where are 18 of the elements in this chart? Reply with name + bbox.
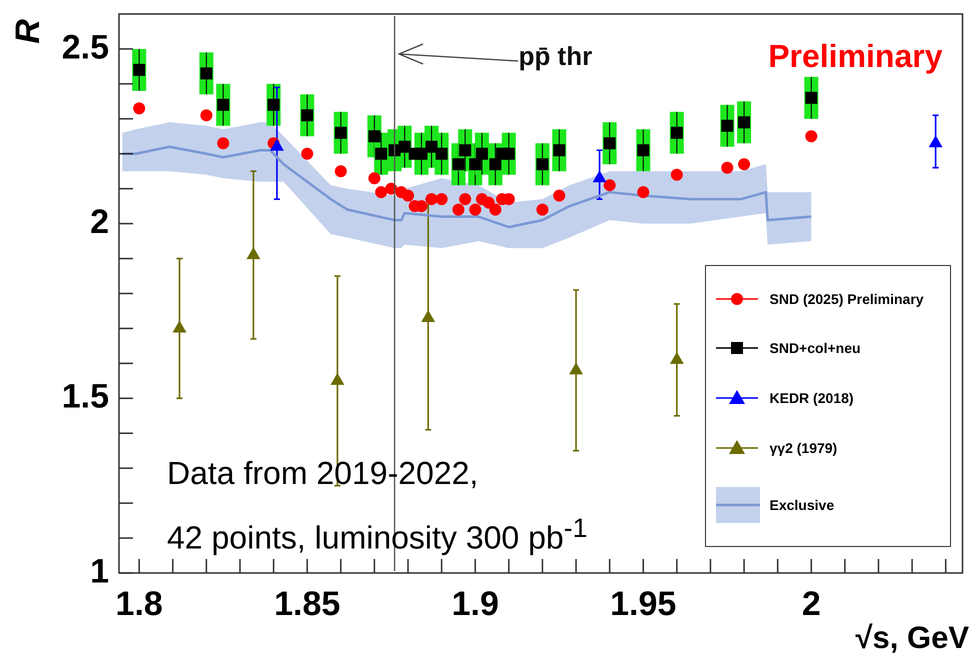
legend-label: γγ2 (1979)	[770, 440, 838, 456]
y-tick-label: 2	[90, 203, 109, 241]
y-axis-title: R	[8, 19, 48, 44]
x-tick-label: 1.8	[116, 584, 163, 623]
ref-line-label: pp̄ thr	[518, 41, 592, 72]
y-tick-label: 1	[90, 552, 109, 590]
annotation: Preliminary	[768, 38, 942, 75]
x-axis-title: √s, GeV	[855, 620, 969, 656]
legend-label: SND+col+neu	[770, 340, 861, 356]
x-tick-label: 2	[802, 584, 821, 623]
y-tick-label: 1.5	[62, 378, 109, 416]
legend-label: SND (2025) Preliminary	[770, 290, 924, 307]
x-tick-label: 1.9	[452, 584, 499, 623]
x-tick-label: 1.85	[274, 584, 340, 623]
y-tick-label: 2.5	[62, 28, 109, 66]
x-tick-label: 1.95	[610, 584, 676, 623]
legend-label: KEDR (2018)	[770, 390, 854, 406]
legend-label: Exclusive	[770, 497, 834, 514]
